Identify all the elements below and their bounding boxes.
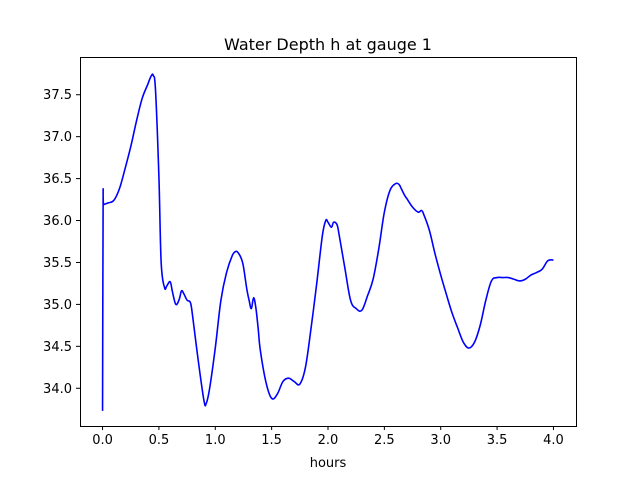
chart-title: Water Depth h at gauge 1 [224, 35, 432, 54]
y-tick-label: 35.0 [43, 298, 72, 313]
x-tick-label: 0.5 [149, 433, 170, 448]
x-tick-label: 3.5 [487, 433, 508, 448]
x-tick-label: 2.0 [318, 433, 339, 448]
y-tick-label: 37.0 [43, 130, 72, 145]
series-line [101, 73, 554, 411]
x-axis-label: hours [310, 456, 347, 471]
x-tick-label: 1.0 [205, 433, 226, 448]
x-tick-label: 3.0 [430, 433, 451, 448]
y-tick-label: 36.5 [43, 172, 72, 187]
y-tick-label: 34.0 [43, 382, 72, 397]
x-tick-label: 4.0 [543, 433, 564, 448]
y-tick-label: 35.5 [43, 256, 72, 271]
y-tick-label: 37.5 [43, 88, 72, 103]
x-tick-label: 1.5 [261, 433, 282, 448]
y-tick-label: 36.0 [43, 214, 72, 229]
y-tick-label: 34.5 [43, 340, 72, 355]
axis-ticks: 0.0 0.5 1.0 1.5 2.0 2.5 3.0 3.5 4.0 34.0 34.5 35.0 3… [43, 88, 564, 448]
plot-area [101, 73, 554, 411]
x-tick-label: 0.0 [92, 433, 113, 448]
plot-frame [80, 57, 577, 427]
x-tick-label: 2.5 [374, 433, 395, 448]
